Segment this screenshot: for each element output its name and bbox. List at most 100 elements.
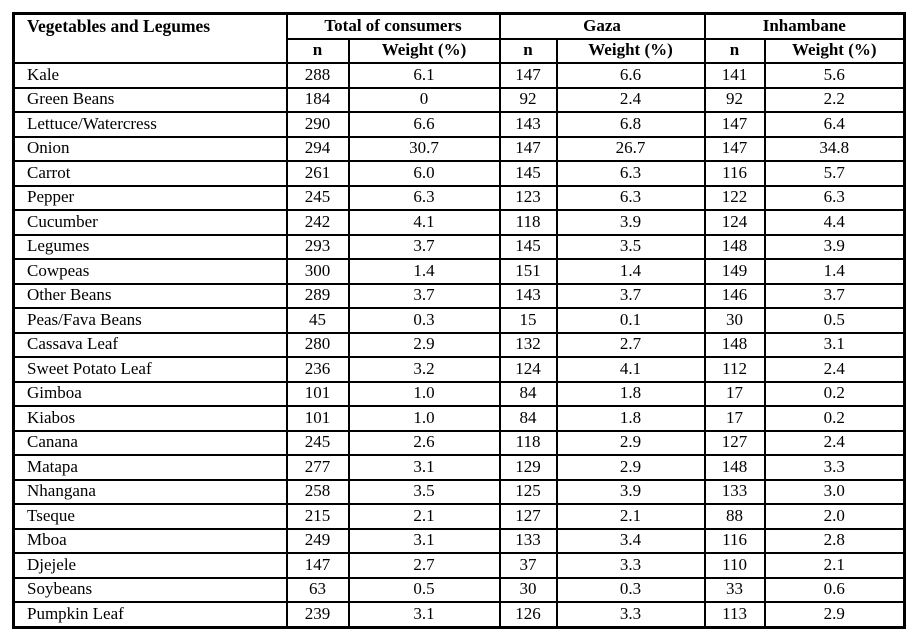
cell-total-weight: 6.6	[347, 111, 501, 138]
cell-inhambane-n: 33	[703, 576, 766, 603]
cell-total-n: 101	[285, 380, 350, 407]
cell-total-n: 280	[285, 331, 350, 358]
cell-total-n: 239	[285, 601, 350, 628]
cell-inhambane-weight: 5.6	[763, 62, 906, 89]
cell-total-n: 101	[285, 405, 350, 432]
cell-gaza-n: 37	[498, 552, 558, 579]
cell-gaza-n: 123	[498, 184, 558, 211]
cell-inhambane-n: 124	[703, 209, 766, 236]
cell-inhambane-weight: 0.5	[763, 307, 906, 334]
cell-gaza-n: 147	[498, 62, 558, 89]
cell-inhambane-weight: 0.2	[763, 405, 906, 432]
cell-gaza-n: 84	[498, 405, 558, 432]
cell-vegetable-name: Djejele	[12, 552, 288, 579]
table-row: Nhangana 258 3.5 125 3.9 133 3.0	[12, 478, 906, 505]
header-total-n: n	[285, 37, 350, 64]
cell-total-weight: 0	[347, 86, 501, 113]
cell-inhambane-n: 122	[703, 184, 766, 211]
table-row: Kiabos 101 1.0 84 1.8 17 0.2	[12, 405, 906, 432]
table-row: Cassava Leaf 280 2.9 132 2.7 148 3.1	[12, 331, 906, 358]
cell-gaza-n: 127	[498, 503, 558, 530]
cell-vegetable-name: Matapa	[12, 454, 288, 481]
header-total-weight: Weight (%)	[347, 37, 501, 64]
cell-inhambane-weight: 2.4	[763, 429, 906, 456]
cell-total-n: 245	[285, 429, 350, 456]
cell-vegetable-name: Lettuce/Watercress	[12, 111, 288, 138]
cell-vegetable-name: Carrot	[12, 160, 288, 187]
cell-inhambane-n: 116	[703, 160, 766, 187]
cell-gaza-weight: 1.8	[555, 380, 706, 407]
cell-total-weight: 2.1	[347, 503, 501, 530]
cell-vegetable-name: Legumes	[12, 233, 288, 260]
cell-gaza-n: 133	[498, 527, 558, 554]
cell-total-weight: 1.4	[347, 258, 501, 285]
cell-gaza-n: 145	[498, 160, 558, 187]
cell-vegetable-name: Kiabos	[12, 405, 288, 432]
cell-total-n: 290	[285, 111, 350, 138]
cell-gaza-weight: 3.3	[555, 552, 706, 579]
cell-total-n: 289	[285, 282, 350, 309]
cell-inhambane-n: 110	[703, 552, 766, 579]
table-row: Cowpeas 300 1.4 151 1.4 149 1.4	[12, 258, 906, 285]
cell-vegetable-name: Cucumber	[12, 209, 288, 236]
table-row: Pepper 245 6.3 123 6.3 122 6.3	[12, 184, 906, 211]
cell-total-n: 236	[285, 356, 350, 383]
cell-gaza-weight: 3.4	[555, 527, 706, 554]
cell-gaza-n: 30	[498, 576, 558, 603]
cell-gaza-n: 151	[498, 258, 558, 285]
header-row-subcolumns: n Weight (%) n Weight (%) n Weight (%)	[14, 37, 906, 64]
cell-gaza-n: 132	[498, 331, 558, 358]
cell-inhambane-n: 146	[703, 282, 766, 309]
table-row: Matapa 277 3.1 129 2.9 148 3.3	[12, 454, 906, 481]
table-row: Djejele 147 2.7 37 3.3 110 2.1	[12, 552, 906, 579]
cell-gaza-weight: 3.7	[555, 282, 706, 309]
cell-total-n: 215	[285, 503, 350, 530]
cell-inhambane-weight: 3.9	[763, 233, 906, 260]
cell-gaza-n: 84	[498, 380, 558, 407]
cell-total-n: 147	[285, 552, 350, 579]
cell-gaza-n: 118	[498, 209, 558, 236]
cell-inhambane-n: 116	[703, 527, 766, 554]
cell-inhambane-weight: 2.4	[763, 356, 906, 383]
cell-total-n: 184	[285, 86, 350, 113]
cell-inhambane-weight: 4.4	[763, 209, 906, 236]
cell-inhambane-n: 17	[703, 380, 766, 407]
cell-inhambane-n: 17	[703, 405, 766, 432]
cell-vegetable-name: Cowpeas	[12, 258, 288, 285]
header-inhambane-n: n	[703, 37, 766, 64]
cell-gaza-n: 124	[498, 356, 558, 383]
cell-inhambane-n: 141	[703, 62, 766, 89]
cell-vegetable-name: Soybeans	[12, 576, 288, 603]
cell-gaza-weight: 3.5	[555, 233, 706, 260]
table-row: Kale 288 6.1 147 6.6 141 5.6	[12, 62, 906, 89]
cell-gaza-n: 129	[498, 454, 558, 481]
header-row-groups: Vegetables and Legumes Total of consumer…	[12, 12, 906, 64]
table-body: Kale 288 6.1 147 6.6 141 5.6 Green Beans…	[12, 62, 906, 628]
cell-vegetable-name: Nhangana	[12, 478, 288, 505]
cell-gaza-weight: 2.7	[555, 331, 706, 358]
cell-vegetable-name: Peas/Fava Beans	[12, 307, 288, 334]
cell-inhambane-n: 113	[703, 601, 766, 628]
cell-total-weight: 3.1	[347, 601, 501, 628]
table-row: Onion 294 30.7 147 26.7 147 34.8	[12, 135, 906, 162]
table-header: Vegetables and Legumes Total of consumer…	[12, 12, 906, 64]
cell-gaza-weight: 6.3	[555, 184, 706, 211]
cell-gaza-weight: 2.9	[555, 454, 706, 481]
cell-vegetable-name: Canana	[12, 429, 288, 456]
cell-total-weight: 0.5	[347, 576, 501, 603]
cell-inhambane-n: 112	[703, 356, 766, 383]
cell-inhambane-weight: 0.2	[763, 380, 906, 407]
table-row: Pumpkin Leaf 239 3.1 126 3.3 113 2.9	[12, 601, 906, 628]
cell-gaza-weight: 2.4	[555, 86, 706, 113]
cell-gaza-weight: 6.6	[555, 62, 706, 89]
cell-total-n: 293	[285, 233, 350, 260]
cell-gaza-n: 143	[498, 282, 558, 309]
cell-total-weight: 3.5	[347, 478, 501, 505]
cell-gaza-weight: 2.1	[555, 503, 706, 530]
cell-inhambane-weight: 2.2	[763, 86, 906, 113]
cell-inhambane-n: 148	[703, 331, 766, 358]
cell-inhambane-n: 88	[703, 503, 766, 530]
cell-gaza-n: 125	[498, 478, 558, 505]
cell-gaza-weight: 2.9	[555, 429, 706, 456]
